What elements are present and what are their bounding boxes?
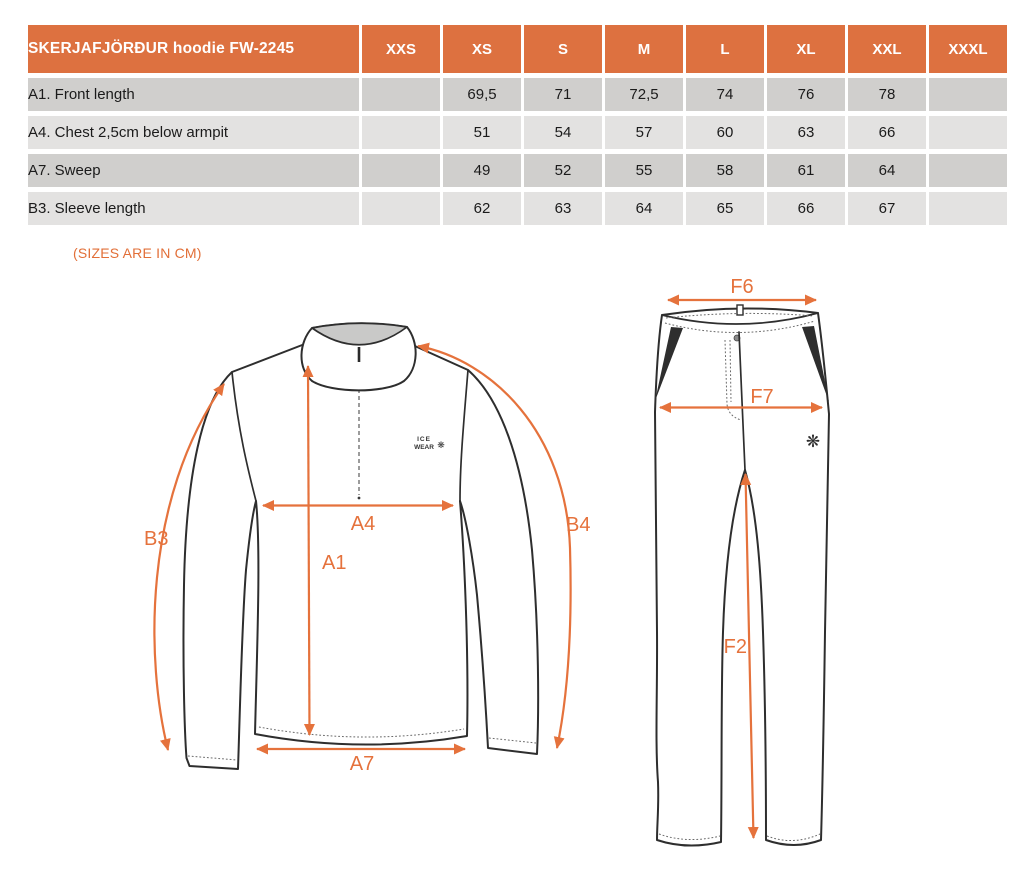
size-value-cell: [362, 192, 440, 225]
size-column-header-xxs: XXS: [362, 25, 440, 73]
size-value-cell: 63: [524, 192, 602, 225]
b3-arrow: [153, 383, 225, 751]
left-raglan-seam: [231, 371, 257, 502]
right-pocket-line: [802, 326, 829, 402]
row-label: A1. Front length: [28, 78, 359, 111]
size-value-cell: 61: [767, 154, 845, 187]
f7-label: F7: [750, 386, 773, 408]
table-row-front-length: A1. Front length 69,5 71 72,5 74 76 78: [28, 78, 1007, 111]
waistband-stitch: [664, 320, 816, 334]
size-table-header-row: SKERJAFJÖRÐUR hoodie FW-2245 XXS XS S M …: [28, 25, 1007, 73]
size-column-header-xs: XS: [443, 25, 521, 73]
pants-diagram: ❋ F6 F7 F2: [654, 276, 830, 847]
size-value-cell: 60: [686, 116, 764, 149]
size-column-header-l: L: [686, 25, 764, 73]
left-hem-stitch: [658, 833, 721, 840]
size-value-cell: 58: [686, 154, 764, 187]
size-value-cell: 76: [767, 78, 845, 111]
b3-label: B3: [144, 528, 168, 550]
right-hem-stitch: [766, 833, 821, 841]
collar-opening: [311, 322, 408, 346]
row-label: B3. Sleeve length: [28, 192, 359, 225]
product-name-header: SKERJAFJÖRÐUR hoodie FW-2245: [28, 25, 359, 73]
size-value-cell: 65: [686, 192, 764, 225]
size-column-header-s: S: [524, 25, 602, 73]
size-value-cell: [362, 116, 440, 149]
size-value-cell: [929, 78, 1007, 111]
size-value-cell: [929, 192, 1007, 225]
size-value-cell: 69,5: [443, 78, 521, 111]
size-value-cell: 51: [443, 116, 521, 149]
hem-stitch: [258, 726, 465, 738]
waistband-front-rim: [661, 312, 819, 325]
center-front-seam: [738, 331, 746, 471]
table-row-sweep: A7. Sweep 49 52 55 58 61 64: [28, 154, 1007, 187]
b4-arrow: [417, 342, 572, 749]
b4-label: B4: [566, 514, 590, 536]
zipper-stop: [357, 496, 361, 500]
hoodie-diagram: ICE WEAR ❋ A1 A4 A7 B3 B4: [144, 322, 590, 775]
size-value-cell: 78: [848, 78, 926, 111]
size-value-cell: [362, 154, 440, 187]
brand-logo-line1: ICE: [417, 436, 431, 443]
f2-arrow: [740, 473, 759, 839]
brand-logo-icon: ❋: [437, 440, 445, 450]
size-value-cell: 64: [605, 192, 683, 225]
size-column-header-m: M: [605, 25, 683, 73]
size-value-cell: 67: [848, 192, 926, 225]
f2-label: F2: [724, 636, 747, 658]
size-column-header-xxxl: XXXL: [929, 25, 1007, 73]
back-belt-loop: [736, 304, 744, 316]
size-value-cell: 52: [524, 154, 602, 187]
fly-stitch-2: [729, 339, 732, 403]
table-row-chest: A4. Chest 2,5cm below armpit 51 54 57 60…: [28, 116, 1007, 149]
table-row-sleeve-length: B3. Sleeve length 62 63 64 65 66 67: [28, 192, 1007, 225]
size-value-cell: [929, 116, 1007, 149]
size-value-cell: 63: [767, 116, 845, 149]
size-value-cell: 55: [605, 154, 683, 187]
sizes-note: (SIZES ARE IN CM): [73, 245, 202, 261]
size-value-cell: 49: [443, 154, 521, 187]
f6-label: F6: [730, 276, 753, 298]
left-pocket-line: [655, 327, 683, 401]
size-value-cell: [362, 78, 440, 111]
size-value-cell: 62: [443, 192, 521, 225]
a1-arrow: [302, 365, 315, 736]
size-value-cell: 71: [524, 78, 602, 111]
a4-label: A4: [351, 513, 375, 535]
a7-label: A7: [350, 753, 374, 775]
snowflake-logo: ❋: [806, 432, 820, 451]
left-cuff-stitch: [187, 755, 238, 761]
size-value-cell: 72,5: [605, 78, 683, 111]
size-value-cell: 74: [686, 78, 764, 111]
row-label: A7. Sweep: [28, 154, 359, 187]
a1-label: A1: [322, 552, 346, 574]
size-value-cell: 54: [524, 116, 602, 149]
size-value-cell: [929, 154, 1007, 187]
brand-logo-line2: WEAR: [414, 444, 434, 451]
size-value-cell: 57: [605, 116, 683, 149]
size-value-cell: 66: [767, 192, 845, 225]
size-value-cell: 66: [848, 116, 926, 149]
hoodie-outline: [182, 336, 540, 770]
row-label: A4. Chest 2,5cm below armpit: [28, 116, 359, 149]
size-column-header-xl: XL: [767, 25, 845, 73]
size-column-header-xxl: XXL: [848, 25, 926, 73]
size-value-cell: 64: [848, 154, 926, 187]
size-table: SKERJAFJÖRÐUR hoodie FW-2245 XXS XS S M …: [25, 20, 1010, 230]
